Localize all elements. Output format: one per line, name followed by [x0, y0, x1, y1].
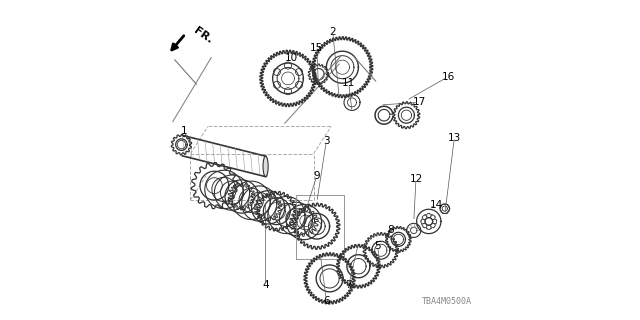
Text: 7: 7 [346, 280, 352, 290]
Text: 8: 8 [387, 225, 394, 236]
Text: 11: 11 [342, 78, 355, 88]
Text: 13: 13 [448, 132, 461, 143]
Text: 15: 15 [310, 43, 323, 53]
Text: 4: 4 [262, 280, 269, 290]
Text: 5: 5 [374, 241, 381, 252]
Text: 3: 3 [323, 136, 330, 146]
Text: 6: 6 [323, 296, 330, 306]
Text: TBA4M0500A: TBA4M0500A [422, 297, 472, 306]
Text: 1: 1 [180, 126, 188, 136]
Text: 14: 14 [430, 200, 444, 210]
Text: 2: 2 [330, 27, 336, 37]
Text: 12: 12 [410, 174, 422, 184]
Ellipse shape [263, 156, 268, 177]
Text: 16: 16 [442, 72, 454, 82]
Text: 10: 10 [285, 52, 298, 63]
Text: 17: 17 [413, 97, 426, 108]
Text: 9: 9 [314, 171, 320, 181]
Text: FR.: FR. [192, 25, 214, 45]
